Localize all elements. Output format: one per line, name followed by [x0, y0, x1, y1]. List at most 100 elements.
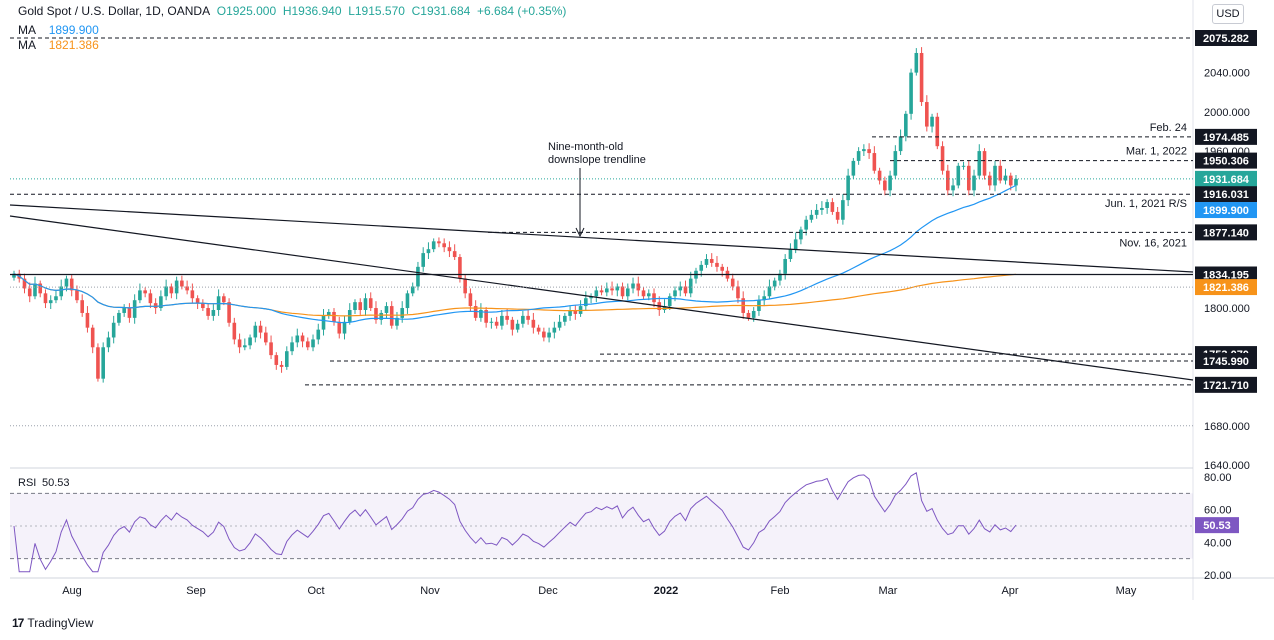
x-tick-label: Nov — [420, 585, 440, 597]
y-tick-label: 2040.000 — [1204, 68, 1250, 80]
close-value: C1931.684 — [411, 4, 471, 18]
annotation-arrowhead — [575, 227, 585, 238]
candle-body — [180, 280, 184, 287]
tradingview-brand[interactable]: 17 TradingView — [12, 616, 93, 630]
candle-body — [1008, 175, 1013, 186]
candle-body — [982, 151, 987, 176]
candle-body — [563, 315, 567, 322]
level-label: 2075.282 — [1203, 33, 1249, 45]
candle-body — [998, 165, 1003, 181]
candle-body — [269, 342, 273, 356]
candle-body — [353, 302, 357, 311]
candle-body — [500, 315, 504, 326]
candle-body — [243, 345, 247, 348]
candle-body — [274, 355, 279, 365]
currency-button[interactable]: USD — [1212, 4, 1244, 24]
candle-body — [279, 364, 284, 367]
candle-body — [814, 209, 819, 215]
rsi-value: 50.53 — [42, 477, 70, 489]
candle-body — [222, 296, 226, 303]
chart-header: Gold Spot / U.S. Dollar, 1D, OANDA O1925… — [18, 4, 566, 18]
candle-body — [767, 286, 772, 297]
rsi-tick-label: 80.00 — [1204, 472, 1232, 484]
candle-body — [342, 321, 347, 334]
candle-body — [531, 319, 536, 328]
candle-body — [720, 266, 725, 271]
candle-body — [122, 308, 126, 313]
ma-slow-legend[interactable]: MA 1821.386 — [18, 38, 99, 52]
rsi-tick-label: 20.00 — [1204, 570, 1232, 582]
candle-body — [751, 310, 756, 318]
candle-body — [27, 288, 32, 297]
candle-body — [736, 286, 740, 299]
candle-body — [316, 329, 321, 340]
candle-body — [69, 278, 74, 291]
level-label-bg — [1195, 376, 1257, 393]
candle-body — [515, 323, 520, 330]
candle-body — [762, 296, 766, 301]
rsi-value-label: 50.53 — [1203, 520, 1231, 532]
candle-body — [573, 310, 578, 314]
candle-body — [33, 283, 37, 297]
candle-body — [925, 102, 929, 127]
level-note: Mar. 1, 2022 — [1126, 146, 1187, 158]
y-tick-label: 1640.000 — [1204, 460, 1250, 472]
ma-fast-value: 1899.900 — [48, 23, 99, 37]
candle-body — [232, 322, 237, 340]
candle-body — [300, 335, 305, 342]
level-label: 1974.485 — [1203, 132, 1249, 144]
y-tick-label: 1800.000 — [1204, 303, 1250, 315]
candle-body — [148, 293, 153, 304]
candle-body — [321, 315, 326, 330]
candle-body — [993, 165, 997, 186]
candle-body — [688, 278, 693, 294]
candle-body — [641, 290, 646, 297]
candle-body — [85, 312, 90, 328]
candle-body — [452, 251, 457, 258]
candle-body — [862, 149, 866, 152]
level-label: 1721.710 — [1203, 380, 1249, 392]
candle-body — [332, 311, 336, 322]
candle-body — [159, 296, 163, 309]
candle-body — [883, 180, 887, 191]
candle-body — [746, 312, 751, 318]
candle-body — [311, 339, 315, 348]
candle-body — [568, 310, 572, 316]
candle-body — [542, 331, 546, 338]
candle-body — [290, 342, 294, 352]
level-label: 1899.900 — [1203, 205, 1249, 217]
level-label: 1745.990 — [1203, 356, 1249, 368]
ma-fast-legend[interactable]: MA 1899.900 — [18, 23, 99, 37]
candle-body — [846, 175, 850, 201]
candle-body — [898, 136, 903, 152]
trendline-annotation: downslope trendline — [548, 154, 646, 166]
x-tick-label: Aug — [62, 585, 82, 597]
candle-body — [12, 273, 16, 278]
candle-body — [652, 293, 656, 303]
candle-body — [615, 286, 620, 291]
candle-body — [416, 266, 420, 287]
long-trendline — [9, 215, 1194, 381]
candle-body — [856, 151, 861, 161]
candle-body — [877, 170, 882, 181]
x-tick-label: Dec — [538, 585, 558, 597]
level-label: 1821.386 — [1203, 282, 1249, 294]
candle-body — [264, 332, 268, 343]
candle-body — [584, 298, 588, 307]
candle-body — [337, 321, 342, 334]
candle-body — [43, 293, 48, 304]
candle-body — [820, 207, 824, 210]
candle-body — [458, 257, 462, 279]
candle-body — [715, 262, 719, 267]
candle-body — [90, 327, 95, 348]
x-tick-label: May — [1116, 585, 1137, 597]
x-tick-label: 2022 — [654, 585, 678, 597]
candle-body — [22, 278, 27, 289]
x-tick-label: Feb — [771, 585, 790, 597]
downslope-trendline — [9, 204, 1194, 273]
candle-body — [253, 325, 258, 338]
candle-body — [904, 113, 908, 137]
level-label-bg — [1195, 353, 1257, 370]
candle-body — [872, 153, 877, 171]
